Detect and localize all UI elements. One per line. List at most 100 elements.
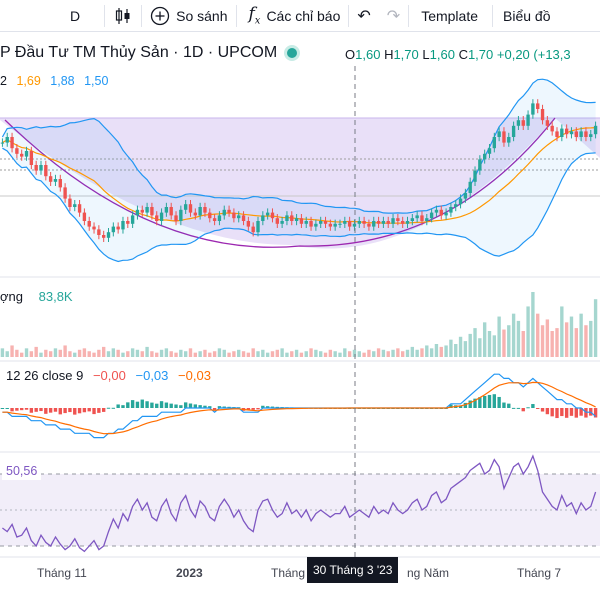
chart-menu-label: Biểu đồ bbox=[503, 7, 551, 24]
volume-bar bbox=[44, 349, 48, 357]
toolbar-divider bbox=[408, 4, 410, 27]
volume-bar bbox=[34, 346, 38, 357]
volume-bar bbox=[130, 348, 135, 357]
macd-histogram-bar bbox=[555, 408, 559, 419]
candle-body bbox=[410, 218, 415, 221]
open-value: 1,60 bbox=[355, 47, 381, 62]
volume-bar bbox=[314, 349, 318, 357]
candle-body bbox=[376, 221, 381, 224]
candle-body bbox=[511, 125, 516, 137]
candle-body bbox=[198, 207, 202, 216]
macd-histogram-bar bbox=[183, 402, 188, 408]
volume-bar bbox=[531, 292, 535, 357]
candle-body bbox=[121, 221, 125, 230]
macd-histogram-bar bbox=[265, 406, 270, 408]
macd-legend[interactable]: 12 26 close 9 −0,00 −0,03 −0,03 bbox=[6, 368, 211, 383]
candle-body bbox=[5, 137, 9, 143]
macd-histogram-bar bbox=[507, 403, 511, 408]
candle-body bbox=[569, 131, 574, 135]
volume-bar bbox=[261, 349, 265, 357]
macd-histogram-bar bbox=[111, 407, 116, 409]
candle-body bbox=[593, 125, 598, 135]
volume-bar bbox=[87, 351, 91, 357]
volume-bar bbox=[381, 349, 386, 357]
macd-histogram-bar bbox=[261, 405, 265, 408]
volume-bar bbox=[159, 349, 164, 357]
macd-histogram-bar bbox=[48, 408, 53, 413]
volume-bar bbox=[593, 299, 598, 357]
toolbar-divider bbox=[492, 4, 493, 27]
candle-body bbox=[188, 204, 193, 213]
volume-legend[interactable]: ợng 83,8K bbox=[0, 289, 73, 304]
bollinger-band-fill bbox=[2, 79, 596, 262]
volume-bar bbox=[290, 351, 294, 357]
volume-bar bbox=[420, 348, 424, 357]
candle-body bbox=[48, 176, 53, 182]
chart-menu-button[interactable]: Biểu đồ bbox=[493, 0, 558, 31]
macd-signal-line bbox=[2, 381, 596, 435]
volume-bar bbox=[237, 349, 241, 357]
macd-histogram-bar bbox=[593, 408, 598, 418]
plus-circle-icon bbox=[150, 6, 170, 25]
template-button[interactable]: Template bbox=[409, 0, 492, 31]
volume-bar bbox=[241, 351, 246, 357]
macd-histogram-bar bbox=[68, 408, 72, 413]
volume-bar bbox=[309, 348, 313, 357]
cup-pattern-fill bbox=[0, 118, 600, 249]
candle-body bbox=[164, 207, 169, 213]
candle-body bbox=[372, 221, 376, 227]
bollinger-legend[interactable]: 2 1,69 1,88 1,50 bbox=[0, 74, 108, 88]
volume-bar bbox=[400, 351, 405, 357]
symbol-title[interactable]: P Đầu Tư TM Thủy Sản · 1D · UPCOM bbox=[0, 44, 307, 62]
volume-bar bbox=[304, 351, 308, 357]
candle-body bbox=[299, 218, 304, 224]
macd-histogram-bar bbox=[251, 408, 255, 410]
macd-histogram-bar bbox=[15, 408, 19, 411]
macd-histogram-bar bbox=[217, 406, 222, 408]
volume-bar bbox=[63, 345, 67, 357]
interval-button[interactable]: D bbox=[0, 0, 104, 31]
candle-body bbox=[420, 215, 424, 221]
volume-bar bbox=[429, 348, 434, 357]
volume-bar bbox=[29, 351, 34, 357]
macd-histogram-bar bbox=[536, 408, 540, 409]
pane-separators bbox=[0, 276, 600, 558]
redo-button[interactable]: ↷ bbox=[379, 0, 408, 31]
compare-button[interactable]: So sánh bbox=[142, 0, 235, 31]
volume-bar bbox=[198, 351, 202, 357]
candle-body bbox=[507, 137, 511, 143]
candle-body bbox=[454, 204, 458, 207]
candle-body bbox=[319, 221, 323, 224]
volume-bar bbox=[425, 345, 429, 357]
candle-body bbox=[444, 212, 448, 216]
x-tick-label: ng Năm bbox=[407, 566, 450, 580]
volume-bar bbox=[449, 339, 453, 357]
candle-body bbox=[44, 165, 48, 177]
candle-body bbox=[15, 148, 19, 154]
candle-body bbox=[333, 223, 337, 227]
volume-bar bbox=[299, 352, 304, 357]
macd-histogram-bar bbox=[531, 404, 535, 408]
candle-body bbox=[179, 209, 183, 221]
macd-histogram-bar bbox=[511, 407, 516, 409]
candle-body bbox=[280, 221, 284, 224]
indicators-button[interactable]: fx Các chỉ báo bbox=[237, 0, 349, 31]
volume-bar bbox=[270, 351, 275, 357]
candle-body bbox=[497, 131, 501, 137]
candle-body bbox=[536, 103, 540, 109]
chart-style-button[interactable] bbox=[105, 0, 141, 31]
volume-bar bbox=[569, 316, 574, 357]
candle-body bbox=[174, 215, 178, 221]
volume-bar bbox=[246, 352, 251, 357]
candles-icon bbox=[116, 7, 130, 24]
macd-histogram-bar bbox=[169, 403, 173, 408]
volume-bar bbox=[203, 349, 207, 357]
candle-body bbox=[487, 148, 492, 154]
candle-body bbox=[0, 142, 5, 144]
candle-body bbox=[531, 103, 535, 115]
macd-histogram-bar bbox=[174, 404, 178, 408]
candle-body bbox=[352, 223, 357, 227]
macd-histogram-bar bbox=[126, 402, 130, 408]
undo-button[interactable]: ↶ bbox=[349, 0, 378, 31]
